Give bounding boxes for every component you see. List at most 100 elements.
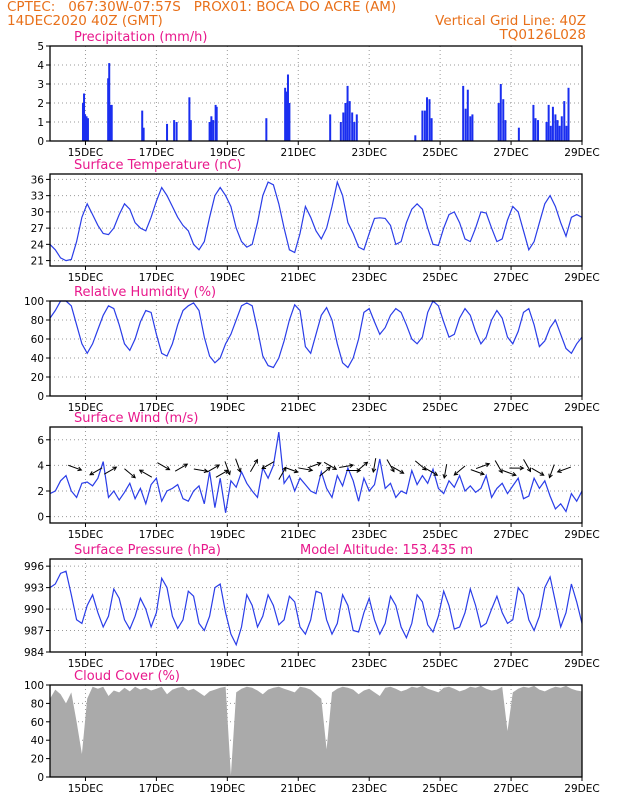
y-tick-label: 987 [24,626,44,638]
precip-bar [430,118,433,141]
precip-bar [565,125,568,141]
wind-arrow [284,466,298,473]
precip-bar [414,135,417,141]
wind-arrow-head [237,467,242,473]
wind-arrow [261,461,275,470]
y-tick-label: 60 [31,717,44,729]
x-tick-label: 25DEC [422,783,457,795]
precip-bar [285,91,288,141]
series-line [49,570,583,647]
precip-bar [110,104,113,141]
wind-arrow-head [215,464,221,469]
precip-bar [288,103,291,141]
wind-arrow-head [226,470,231,476]
x-tick-label: 29DEC [564,147,599,159]
panel-title: Surface Pressure (hPa) [74,543,221,558]
precip-bar [534,118,537,141]
precip-bar [554,114,557,141]
wind-arrow [250,459,258,473]
y-tick-label: 990 [24,604,44,616]
precip-bar [464,108,467,141]
wind-arrow [124,468,136,479]
precip-bar [188,97,191,141]
wind-arrow [298,467,313,471]
wind-arrow [414,460,427,471]
precip-bar [466,89,469,141]
wind-arrow [323,461,337,470]
precip-bar [469,116,472,141]
panel-title: Surface Wind (m/s) [74,411,198,426]
wind-arrow-head [556,468,562,473]
wind-arrow [193,468,208,472]
precip-bar [166,123,169,141]
x-tick-label: 27DEC [493,783,528,795]
precip-bar [556,120,559,141]
wind-arrow [548,464,555,478]
wind-arrow [424,467,438,476]
panel-frame [49,558,583,653]
wind-arrow [206,464,220,473]
wind-arrow-head [165,465,171,471]
precip-bar [83,93,86,141]
x-tick-label: 19DEC [210,783,245,795]
precip-bar [265,118,268,141]
wind-arrow-head [89,471,95,476]
wind-arrow-head [548,473,553,479]
y-tick-label: 0 [37,512,44,524]
wind-arrow-head [519,465,525,471]
precip-bar [423,110,426,141]
precip-bar [551,106,554,141]
precip-bar [421,110,424,141]
panel-frame [49,173,583,267]
panel-title: Precipitation (mm/h) [74,30,207,45]
y-tick-label: 1 [37,117,44,129]
wind-arrow-head [363,461,369,467]
precip-bar [210,116,213,141]
precip-bar [471,114,474,141]
precip-bar [545,122,548,141]
wind-arrow-head [138,469,144,474]
wind-arrow-head [479,471,485,476]
x-tick-label: 27DEC [493,658,528,670]
x-tick-label: 19DEC [210,658,245,670]
precip-bar [353,122,356,141]
y-tick-label: 5 [37,41,44,53]
cloud-area [50,685,582,777]
precip-bar [175,122,178,141]
wind-arrow-head [316,461,322,467]
precip-bar [532,104,535,141]
panel-subtitle: Model Altitude: 153.435 m [300,543,473,558]
wind-arrow [453,465,466,476]
wind-arrow-head [390,467,395,473]
precip-bar [212,120,215,141]
panel-frame [49,426,583,524]
y-tick-label: 21 [31,256,44,268]
wind-arrow [319,466,331,477]
precip-bar [355,114,358,141]
precip-bar [339,122,342,141]
x-tick-label: 17DEC [139,272,174,284]
x-tick-label: 25DEC [422,147,457,159]
wind-arrow [494,460,503,473]
y-tick-label: 0 [37,136,44,148]
precip-bar [517,127,520,141]
precip-bar [497,103,500,141]
y-tick-label: 27 [31,223,44,235]
precip-bar [173,120,176,141]
x-tick-label: 21DEC [281,272,316,284]
wind-arrow-head [485,462,491,468]
x-tick-label: 25DEC [422,272,457,284]
series-line [49,300,583,369]
x-tick-label: 21DEC [281,658,316,670]
wind-arrow [557,466,572,473]
wind-arrow [278,467,287,480]
wind-arrow [89,467,103,476]
precip-bar [142,127,145,141]
x-tick-label: 21DEC [281,783,316,795]
precip-bar [426,97,429,141]
y-tick-label: 20 [31,372,44,384]
y-tick-label: 6 [37,435,44,447]
header-location: CPTEC: 067:30W-07:57S PROX01: BOCA DO AC… [7,0,397,15]
wind-arrow-head [253,458,258,464]
